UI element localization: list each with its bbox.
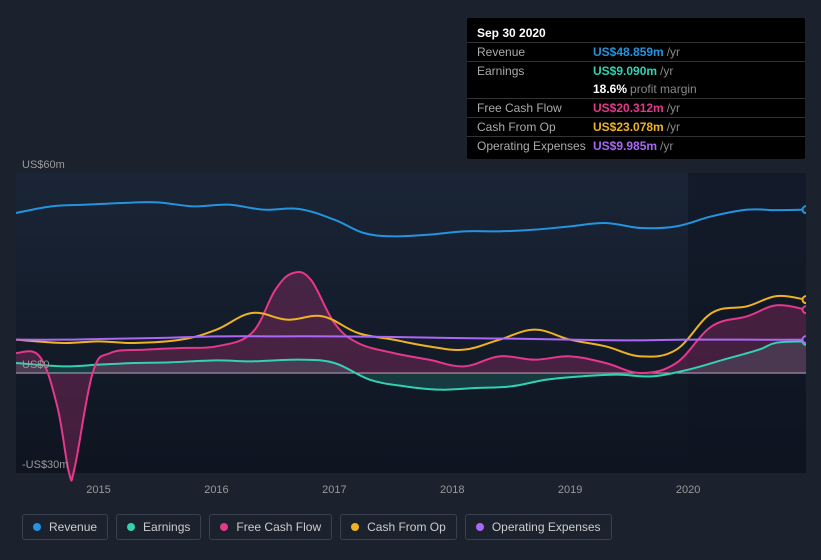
legend-label: Cash From Op <box>367 520 446 534</box>
series-marker-opex <box>803 336 807 343</box>
chart-svg <box>16 155 806 505</box>
tooltip-row: Cash From OpUS$23.078m/yr <box>467 117 805 136</box>
tooltip-value: US$20.312m <box>593 101 664 115</box>
legend-label: Earnings <box>143 520 190 534</box>
tooltip-value: 18.6% <box>593 82 627 96</box>
tooltip-rows: RevenueUS$48.859m/yrEarningsUS$9.090m/yr… <box>467 42 805 155</box>
legend-item[interactable]: Revenue <box>22 514 108 540</box>
legend-item[interactable]: Operating Expenses <box>465 514 612 540</box>
x-axis-label: 2018 <box>440 484 464 496</box>
y-axis-label: US$60m <box>22 159 65 171</box>
tooltip-unit: /yr <box>660 64 673 78</box>
financials-chart[interactable]: US$60mUS$0-US$30m20152016201720182019202… <box>16 155 806 475</box>
legend-item[interactable]: Earnings <box>116 514 201 540</box>
tooltip-row: Operating ExpensesUS$9.985m/yr <box>467 136 805 155</box>
series-marker-fcf <box>803 306 807 313</box>
series-marker-cfo <box>803 296 807 303</box>
tooltip-label: Revenue <box>477 45 593 59</box>
tooltip-label: Earnings <box>477 64 593 78</box>
chart-legend: Revenue Earnings Free Cash Flow Cash From O… <box>22 514 612 540</box>
tooltip-value: US$9.985m <box>593 139 657 153</box>
x-axis-label: 2016 <box>204 484 228 496</box>
chart-tooltip: Sep 30 2020 RevenueUS$48.859m/yrEarnings… <box>467 18 805 159</box>
tooltip-label: Cash From Op <box>477 120 593 134</box>
legend-label: Revenue <box>49 520 97 534</box>
tooltip-row: EarningsUS$9.090m/yr <box>467 61 805 80</box>
tooltip-row: Free Cash FlowUS$20.312m/yr <box>467 98 805 117</box>
y-axis-label: US$0 <box>22 359 50 371</box>
tooltip-label: Free Cash Flow <box>477 101 593 115</box>
tooltip-unit: /yr <box>667 45 680 59</box>
legend-dot-icon <box>127 523 135 531</box>
tooltip-date: Sep 30 2020 <box>467 22 805 42</box>
tooltip-unit: /yr <box>667 120 680 134</box>
tooltip-value: US$9.090m <box>593 64 657 78</box>
tooltip-unit: /yr <box>667 101 680 115</box>
legend-item[interactable]: Free Cash Flow <box>209 514 332 540</box>
tooltip-value: US$23.078m <box>593 120 664 134</box>
tooltip-value: US$48.859m <box>593 45 664 59</box>
series-marker-revenue <box>803 206 807 213</box>
legend-dot-icon <box>351 523 359 531</box>
x-axis-label: 2019 <box>558 484 582 496</box>
y-axis-label: -US$30m <box>22 459 68 471</box>
legend-dot-icon <box>33 523 41 531</box>
legend-dot-icon <box>220 523 228 531</box>
x-axis-label: 2020 <box>676 484 700 496</box>
legend-label: Free Cash Flow <box>236 520 321 534</box>
tooltip-unit: profit margin <box>630 82 697 96</box>
legend-dot-icon <box>476 523 484 531</box>
legend-label: Operating Expenses <box>492 520 601 534</box>
tooltip-row: RevenueUS$48.859m/yr <box>467 42 805 61</box>
tooltip-row: 18.6%profit margin <box>467 80 805 98</box>
tooltip-label: Operating Expenses <box>477 139 593 153</box>
tooltip-unit: /yr <box>660 139 673 153</box>
legend-item[interactable]: Cash From Op <box>340 514 457 540</box>
x-axis-label: 2015 <box>86 484 110 496</box>
x-axis-label: 2017 <box>322 484 346 496</box>
